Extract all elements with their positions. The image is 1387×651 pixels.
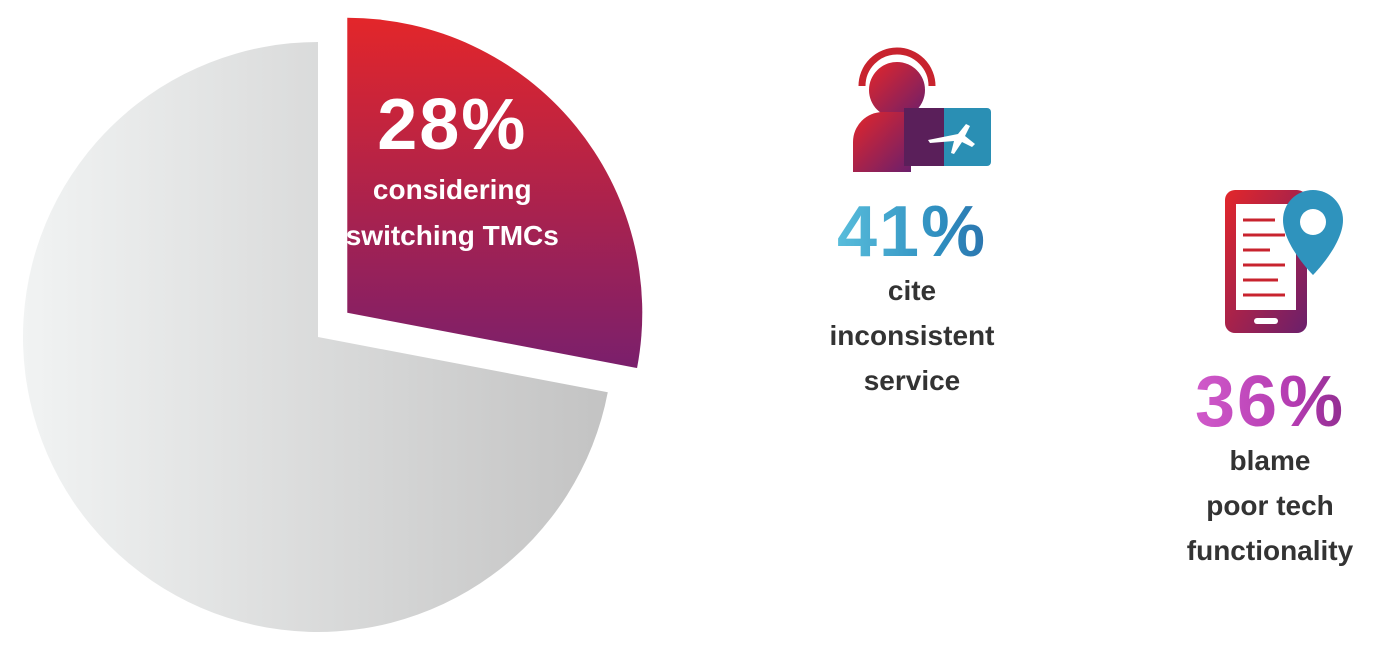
stat: 36% blame poor tech functionality [1140, 366, 1387, 573]
slice-label: considering switching TMCs [345, 174, 559, 252]
stat: 41% cite inconsistent service [782, 196, 1042, 403]
stat-text: functionality [1186, 535, 1354, 566]
stat-text: inconsistent [829, 320, 995, 351]
stat-text: blame [1229, 445, 1311, 476]
stat-text: service [863, 365, 961, 396]
phone-icon [1225, 190, 1343, 333]
stat-value: 36% [1140, 366, 1387, 438]
stat-text: poor tech [1206, 490, 1334, 521]
headset-icon [853, 47, 991, 172]
stat-text: cite [887, 275, 937, 306]
pie-slice [22, 42, 608, 632]
slice-value-label: 28% [377, 85, 528, 166]
stat-value: 41% [782, 196, 1042, 268]
pie-slice [347, 17, 643, 369]
